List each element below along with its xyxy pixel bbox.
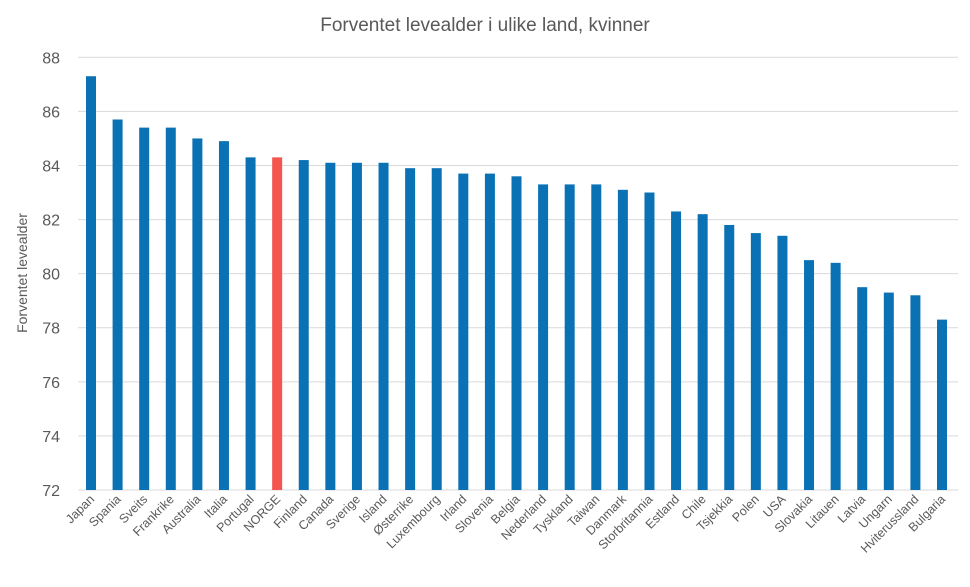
y-tick-label: 84	[42, 158, 60, 175]
bar-polen	[750, 233, 761, 490]
bar-litauen	[830, 262, 841, 490]
y-tick-label: 72	[42, 483, 60, 500]
bar-japan	[86, 76, 96, 490]
bar-canada	[325, 162, 336, 490]
bar-australia	[192, 138, 203, 490]
bar-sveits	[139, 127, 150, 491]
bar-irland	[458, 173, 469, 490]
bar-tsjekkia	[724, 224, 735, 490]
bar-nederland	[538, 184, 549, 490]
bar-sverige	[351, 162, 362, 490]
bar-taiwan	[591, 184, 602, 490]
y-tick-label: 86	[42, 104, 60, 121]
bar-usa	[777, 235, 788, 490]
bar-norge	[272, 157, 283, 490]
y-axis-label: Forventet levealder	[14, 213, 30, 333]
bar-danmark	[617, 189, 628, 490]
y-tick-label: 78	[42, 321, 60, 338]
bar-ungarn	[883, 292, 894, 490]
bar-italia	[218, 141, 229, 490]
bar-belgia	[511, 176, 522, 491]
y-tick-label: 80	[42, 267, 60, 284]
bar-østerrike	[405, 168, 416, 490]
y-tick-label: 74	[42, 429, 60, 446]
y-tick-label: 82	[42, 213, 60, 230]
bar-spania	[112, 119, 123, 491]
bar-frankrike	[165, 127, 176, 491]
bar-hviterussland	[910, 295, 921, 490]
bar-slovakia	[804, 260, 815, 490]
bar-chile	[697, 214, 708, 490]
bar-latvia	[857, 287, 868, 490]
bar-estland	[671, 211, 682, 490]
bar-portugal	[245, 157, 256, 490]
y-tick-label: 76	[42, 375, 60, 392]
bar-slovenia	[484, 173, 495, 490]
bar-luxembourg	[431, 168, 442, 490]
bar-finland	[298, 160, 309, 490]
y-tick-label: 88	[42, 50, 60, 67]
bar-island	[378, 162, 389, 490]
bar-bulgaria	[937, 319, 947, 490]
bar-tyskland	[564, 184, 575, 490]
x-tick-label: Polen	[729, 492, 762, 525]
bar-storbritannia	[644, 192, 655, 491]
chart-title: Forventet levealder i ulike land, kvinne…	[320, 15, 650, 36]
